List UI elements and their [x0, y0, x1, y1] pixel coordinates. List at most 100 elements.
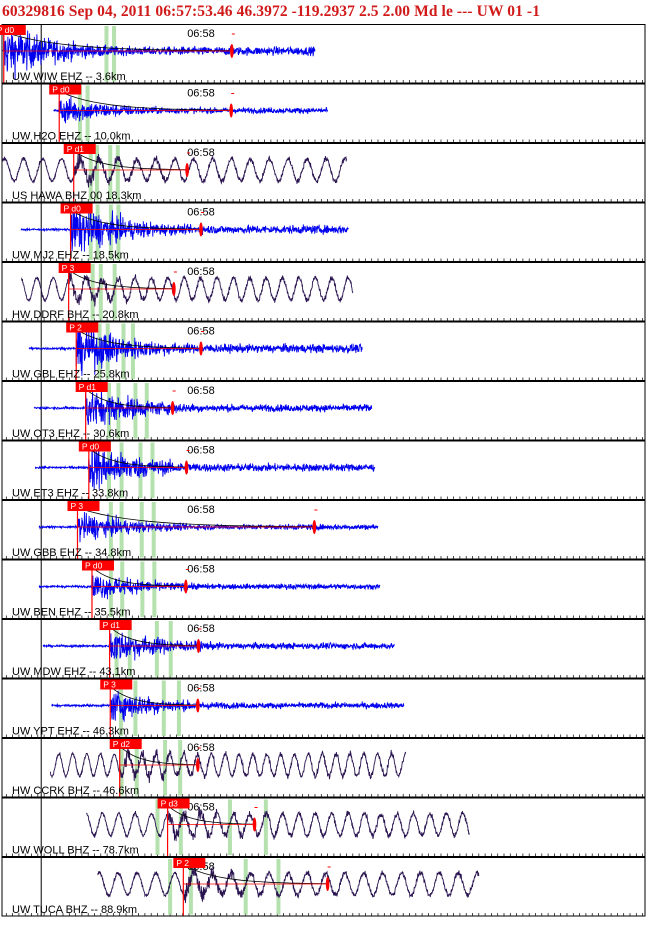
- window-marker: [108, 145, 113, 201]
- window-marker: [263, 799, 268, 855]
- pick-label: P 3: [70, 501, 83, 511]
- window-marker: [98, 264, 103, 320]
- coda-fit-curve: [59, 91, 232, 111]
- minute-time-label: 06:58: [187, 445, 215, 457]
- pick-label: P 2: [69, 323, 82, 333]
- pick-label: P 3: [103, 680, 116, 690]
- station-label: UW H2O EHZ -- 10.0km: [12, 131, 131, 143]
- coda-fit-curve: [110, 686, 198, 706]
- window-marker: [152, 561, 157, 617]
- coda-fit-curve: [77, 507, 315, 528]
- station-label: UW WIW EHZ -- 3.6km: [12, 71, 126, 83]
- channel-panel: 06:58 P d1 US HAWA BHZ 00 18.3km: [1, 143, 646, 203]
- event-summary-text: 60329816 Sep 04, 2011 06:57:53.46 46.397…: [2, 3, 541, 20]
- pick-flag: [173, 858, 206, 868]
- window-marker: [144, 383, 149, 439]
- panel-frame: [1, 559, 646, 619]
- coda-end-marker: [229, 103, 234, 118]
- window-marker: [168, 859, 173, 915]
- time-ticks: [5, 794, 643, 797]
- window-marker: [139, 502, 144, 558]
- time-ticks: [5, 675, 643, 678]
- seismogram-plot: 06:58 P d0 UW WIW EHZ -- 3.6km 06:58 P d0 UW …: [0, 24, 646, 917]
- pick-flag: [157, 798, 190, 809]
- waveform-trace: [42, 632, 395, 661]
- coda-end-marker: [196, 698, 200, 713]
- pick-flag: [99, 620, 132, 630]
- coda-end-marker: [196, 639, 201, 653]
- window-marker: [115, 145, 120, 201]
- station-label: UW TUCA BHZ -- 88.9km: [12, 904, 137, 916]
- minute-time-label: 06:58: [187, 683, 215, 695]
- pick-label: P d0: [82, 442, 100, 452]
- minute-time-label: 06:58: [187, 88, 215, 100]
- window-marker: [140, 561, 145, 617]
- pick-label: P d1: [67, 144, 85, 154]
- channel-panel: 06:58 P d0 UW MJ2 EHZ -- 18.5km: [1, 202, 646, 262]
- pick-flag: [100, 679, 133, 690]
- station-label: HW DDRF BHZ -- 20.8km: [12, 309, 139, 321]
- channel-panel: 06:58 P 3 HW DDRF BHZ -- 20.8km: [1, 262, 646, 322]
- coda-end-marker: [230, 44, 234, 58]
- time-ticks: [5, 80, 643, 83]
- station-label: HW CCRK BHZ -- 46.6km: [12, 785, 139, 797]
- channel-panel: 06:58P 2UW TUCA BHZ -- 88.9km: [1, 857, 646, 917]
- coda-end-marker: [170, 401, 175, 415]
- coda-fit-curve: [183, 864, 328, 885]
- minute-time-label: 06:58: [187, 28, 215, 40]
- time-ticks: [5, 318, 643, 321]
- station-label: UW WOLL BHZ -- 78.7km: [12, 845, 139, 857]
- coda-end-marker: [199, 222, 203, 237]
- station-label: UW MDW EHZ -- 43.1km: [12, 666, 135, 678]
- window-marker: [118, 680, 123, 736]
- time-ticks: [5, 913, 643, 916]
- window-marker: [116, 204, 121, 260]
- pick-flag: [67, 501, 100, 511]
- channel-panel: 06:58 P 3 UW GBB EHZ -- 34.8km: [1, 500, 646, 560]
- waveform-trace: [38, 575, 381, 600]
- panel-frame: [1, 381, 646, 441]
- coda-end-marker: [185, 163, 189, 177]
- pick-flag: [81, 560, 114, 571]
- pick-label: P d0: [64, 204, 82, 214]
- panel-frame: [1, 440, 646, 500]
- pick-label: P d3: [161, 799, 179, 809]
- station-label: UW BEN EHZ -- 35.5km: [12, 607, 131, 619]
- time-ticks: [5, 377, 643, 381]
- panel-frame: [1, 500, 646, 560]
- window-marker: [163, 740, 168, 796]
- pick-flag: [109, 739, 142, 749]
- coda-end-marker: [196, 758, 200, 772]
- waveform-trace: [34, 448, 376, 491]
- pick-flag: [63, 144, 96, 154]
- pick-label: P d0: [0, 25, 14, 35]
- window-marker: [188, 859, 193, 915]
- window-marker: [151, 502, 156, 558]
- coda-fit-curve: [88, 448, 187, 468]
- event-header: 60329816 Sep 04, 2011 06:57:53.46 46.397…: [0, 0, 649, 24]
- coda-end-marker: [184, 460, 189, 475]
- window-marker: [227, 799, 232, 855]
- coda-end-marker: [252, 817, 257, 832]
- pick-label: P 2: [176, 858, 189, 868]
- coda-fit-curve: [76, 329, 202, 349]
- window-marker: [88, 145, 93, 201]
- panel-frame: [1, 619, 646, 679]
- waveform-trace: [49, 748, 407, 784]
- station-label: US HAWA BHZ 00 18.3km: [12, 190, 141, 202]
- minute-time-label: 06:58: [187, 385, 215, 397]
- window-marker: [155, 799, 160, 855]
- pick-label: P d1: [79, 382, 97, 392]
- station-label: UW ET3 EHZ -- 33.8km: [12, 488, 128, 500]
- channel-panel: 06:58 P d0 UW ET3 EHZ -- 33.8km: [1, 440, 646, 500]
- panel-frame: [1, 678, 646, 738]
- panel-frame: [1, 321, 646, 381]
- station-label: UW OT3 EHZ -- 30.6km: [12, 428, 129, 440]
- minute-time-label: 06:58: [187, 326, 215, 338]
- window-marker: [134, 740, 139, 796]
- channel-panel: 06:58 P d0 UW H2O EHZ -- 10.0km: [1, 83, 646, 143]
- waveform-trace: [38, 511, 379, 543]
- minute-time-label: 06:58: [187, 742, 215, 754]
- coda-fit-curve: [73, 150, 188, 171]
